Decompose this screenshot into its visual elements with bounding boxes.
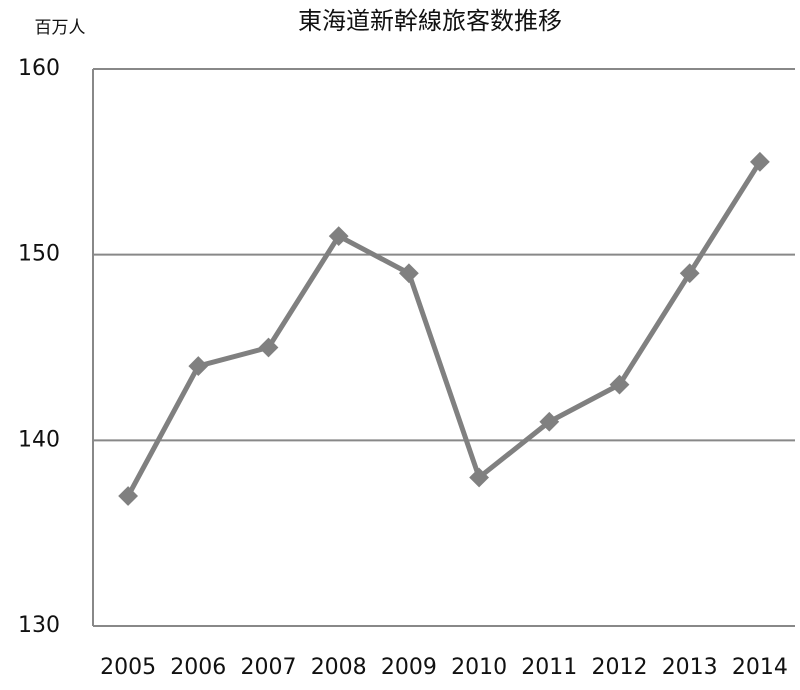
x-tick-label: 2011 bbox=[521, 655, 577, 680]
x-tick-label: 2014 bbox=[732, 655, 788, 680]
data-marker bbox=[118, 486, 138, 506]
x-tick-label: 2012 bbox=[592, 655, 648, 680]
data-marker bbox=[539, 411, 560, 432]
y-tick-label: 130 bbox=[18, 613, 60, 638]
x-tick-label: 2013 bbox=[662, 655, 718, 680]
chart-title: 東海道新幹線旅客数推移 bbox=[298, 7, 562, 35]
data-line bbox=[125, 160, 763, 498]
data-marker bbox=[188, 356, 209, 376]
data-marker bbox=[258, 337, 279, 358]
x-tick-label: 2007 bbox=[241, 655, 297, 680]
x-tick-label: 2008 bbox=[311, 655, 367, 680]
x-tick-label: 2005 bbox=[100, 655, 156, 680]
y-unit-label: 百万人 bbox=[35, 18, 86, 38]
x-tick-label: 2010 bbox=[451, 655, 507, 680]
data-marker bbox=[679, 263, 700, 284]
x-tick-label: 2009 bbox=[381, 655, 437, 680]
data-marker bbox=[399, 263, 419, 284]
x-tick-label: 2006 bbox=[170, 655, 226, 680]
data-marker bbox=[609, 374, 630, 395]
y-tick-label: 140 bbox=[18, 427, 60, 452]
data-marker bbox=[469, 467, 489, 488]
data-marker bbox=[328, 226, 349, 246]
y-tick-label: 150 bbox=[18, 242, 60, 267]
y-tick-label: 160 bbox=[18, 56, 60, 81]
